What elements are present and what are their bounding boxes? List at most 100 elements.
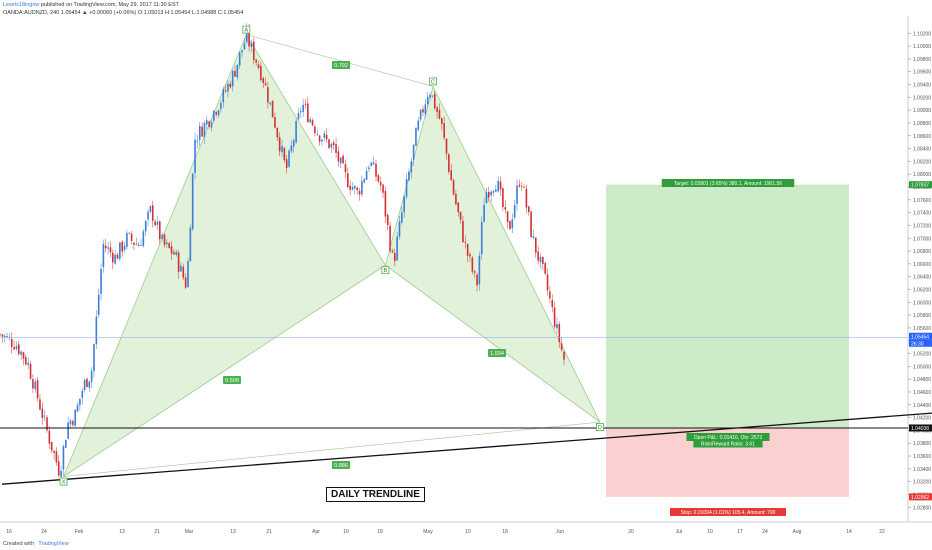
publish-info: published on TradingView.com, May 29, 20…: [40, 2, 179, 8]
author-link[interactable]: Lewris18ingow: [3, 2, 40, 8]
price-badge: [909, 181, 932, 189]
candle-body: [95, 316, 98, 345]
candle-body: [278, 137, 281, 152]
candle-body: [368, 167, 370, 170]
candle-body: [469, 254, 471, 257]
candle-body: [405, 179, 408, 197]
candle-body: [436, 107, 438, 112]
candle-body: [563, 351, 565, 360]
candle-body: [50, 441, 53, 451]
candle-body: [332, 142, 335, 146]
y-tick-label: 1.09400: [913, 83, 931, 89]
candle-body: [65, 440, 67, 448]
candle-body: [79, 398, 81, 406]
candle-body: [412, 144, 415, 160]
candle-body: [464, 242, 467, 243]
candle-body: [382, 184, 384, 193]
candle-body: [384, 191, 387, 217]
candle-body: [410, 161, 413, 173]
candle-body: [67, 422, 69, 439]
candle-body: [93, 344, 95, 372]
candle-body: [307, 103, 309, 123]
candle-body: [6, 335, 8, 338]
candle-body: [375, 163, 377, 177]
candle-body: [88, 381, 91, 388]
ratio-badge: [223, 376, 241, 384]
candle-body: [535, 237, 537, 253]
y-tick-label: 1.04400: [913, 403, 931, 409]
candle-body: [177, 252, 180, 272]
y-tick-label: 1.03200: [913, 480, 931, 486]
candle-body: [560, 343, 563, 350]
candle-body: [217, 110, 220, 116]
candle-body: [558, 323, 561, 342]
candle-body: [358, 190, 361, 195]
candle-body: [128, 232, 131, 234]
candle-body: [396, 236, 398, 261]
candle-body: [330, 143, 333, 148]
y-tick-label: 1.06000: [913, 300, 931, 306]
candle-body: [241, 50, 243, 53]
candle-body: [55, 451, 58, 463]
candle-body: [248, 30, 250, 47]
candle-body: [466, 244, 469, 256]
candle-body: [363, 178, 366, 183]
tradingview-logo[interactable]: TradingView: [38, 541, 69, 547]
candle-body: [173, 252, 175, 255]
created-with-text: Created with: [3, 541, 34, 547]
candle-body: [490, 191, 492, 196]
x-tick-label: 18: [377, 529, 383, 535]
price-badge-label: 1.05454: [911, 334, 929, 340]
candle-body: [116, 254, 119, 259]
candle-body: [20, 351, 22, 355]
candle-body: [452, 180, 455, 195]
candle-body: [74, 409, 76, 427]
candle-body: [337, 151, 340, 162]
candle-body: [142, 231, 145, 246]
daily-trendline: [1, 412, 932, 485]
candle-body: [516, 185, 518, 204]
y-tick-label: 1.07600: [913, 198, 931, 204]
publish-line: Lewris18ingow published on TradingView.c…: [3, 2, 179, 8]
candle-body: [488, 191, 490, 198]
target-zone: [606, 184, 849, 428]
candle-body: [76, 404, 79, 412]
x-tick-label: 21: [266, 529, 272, 535]
candle-body: [48, 430, 51, 444]
candle-body: [236, 64, 239, 78]
candle-body: [133, 242, 135, 245]
y-tick-label: 1.08200: [913, 159, 931, 165]
candle-body: [372, 162, 375, 165]
candle-body: [243, 43, 246, 50]
candle-body: [27, 362, 29, 365]
ratio-label: 0.509: [225, 378, 239, 384]
candle-body: [309, 119, 311, 123]
y-tick-label: 1.07400: [913, 211, 931, 217]
x-tick-label: 17: [737, 529, 743, 535]
x-tick-label: 16: [6, 529, 12, 535]
candle-body: [283, 147, 286, 161]
candle-body: [0, 334, 1, 335]
candle-body: [184, 277, 187, 288]
candle-body: [13, 347, 15, 350]
candle-body: [424, 104, 427, 115]
candle-body: [260, 66, 262, 80]
candle-body: [203, 123, 206, 138]
candle-body: [483, 204, 485, 223]
candle-body: [201, 126, 203, 137]
candle-body: [215, 112, 217, 115]
target-label-box: [661, 179, 795, 187]
x-tick-label: Feb: [75, 529, 84, 535]
y-tick-label: 1.03400: [913, 467, 931, 473]
candle-body: [137, 244, 140, 247]
candle-body: [161, 234, 163, 239]
open-pnl-label: Open P&L: 0.01416, Qty: 2573: [694, 435, 763, 441]
candle-body: [15, 346, 18, 349]
y-tick-label: 1.09000: [913, 108, 931, 114]
candle-body: [1, 334, 4, 337]
candle-body: [191, 173, 194, 230]
y-tick-label: 1.05200: [913, 352, 931, 358]
candle-body: [478, 255, 481, 285]
